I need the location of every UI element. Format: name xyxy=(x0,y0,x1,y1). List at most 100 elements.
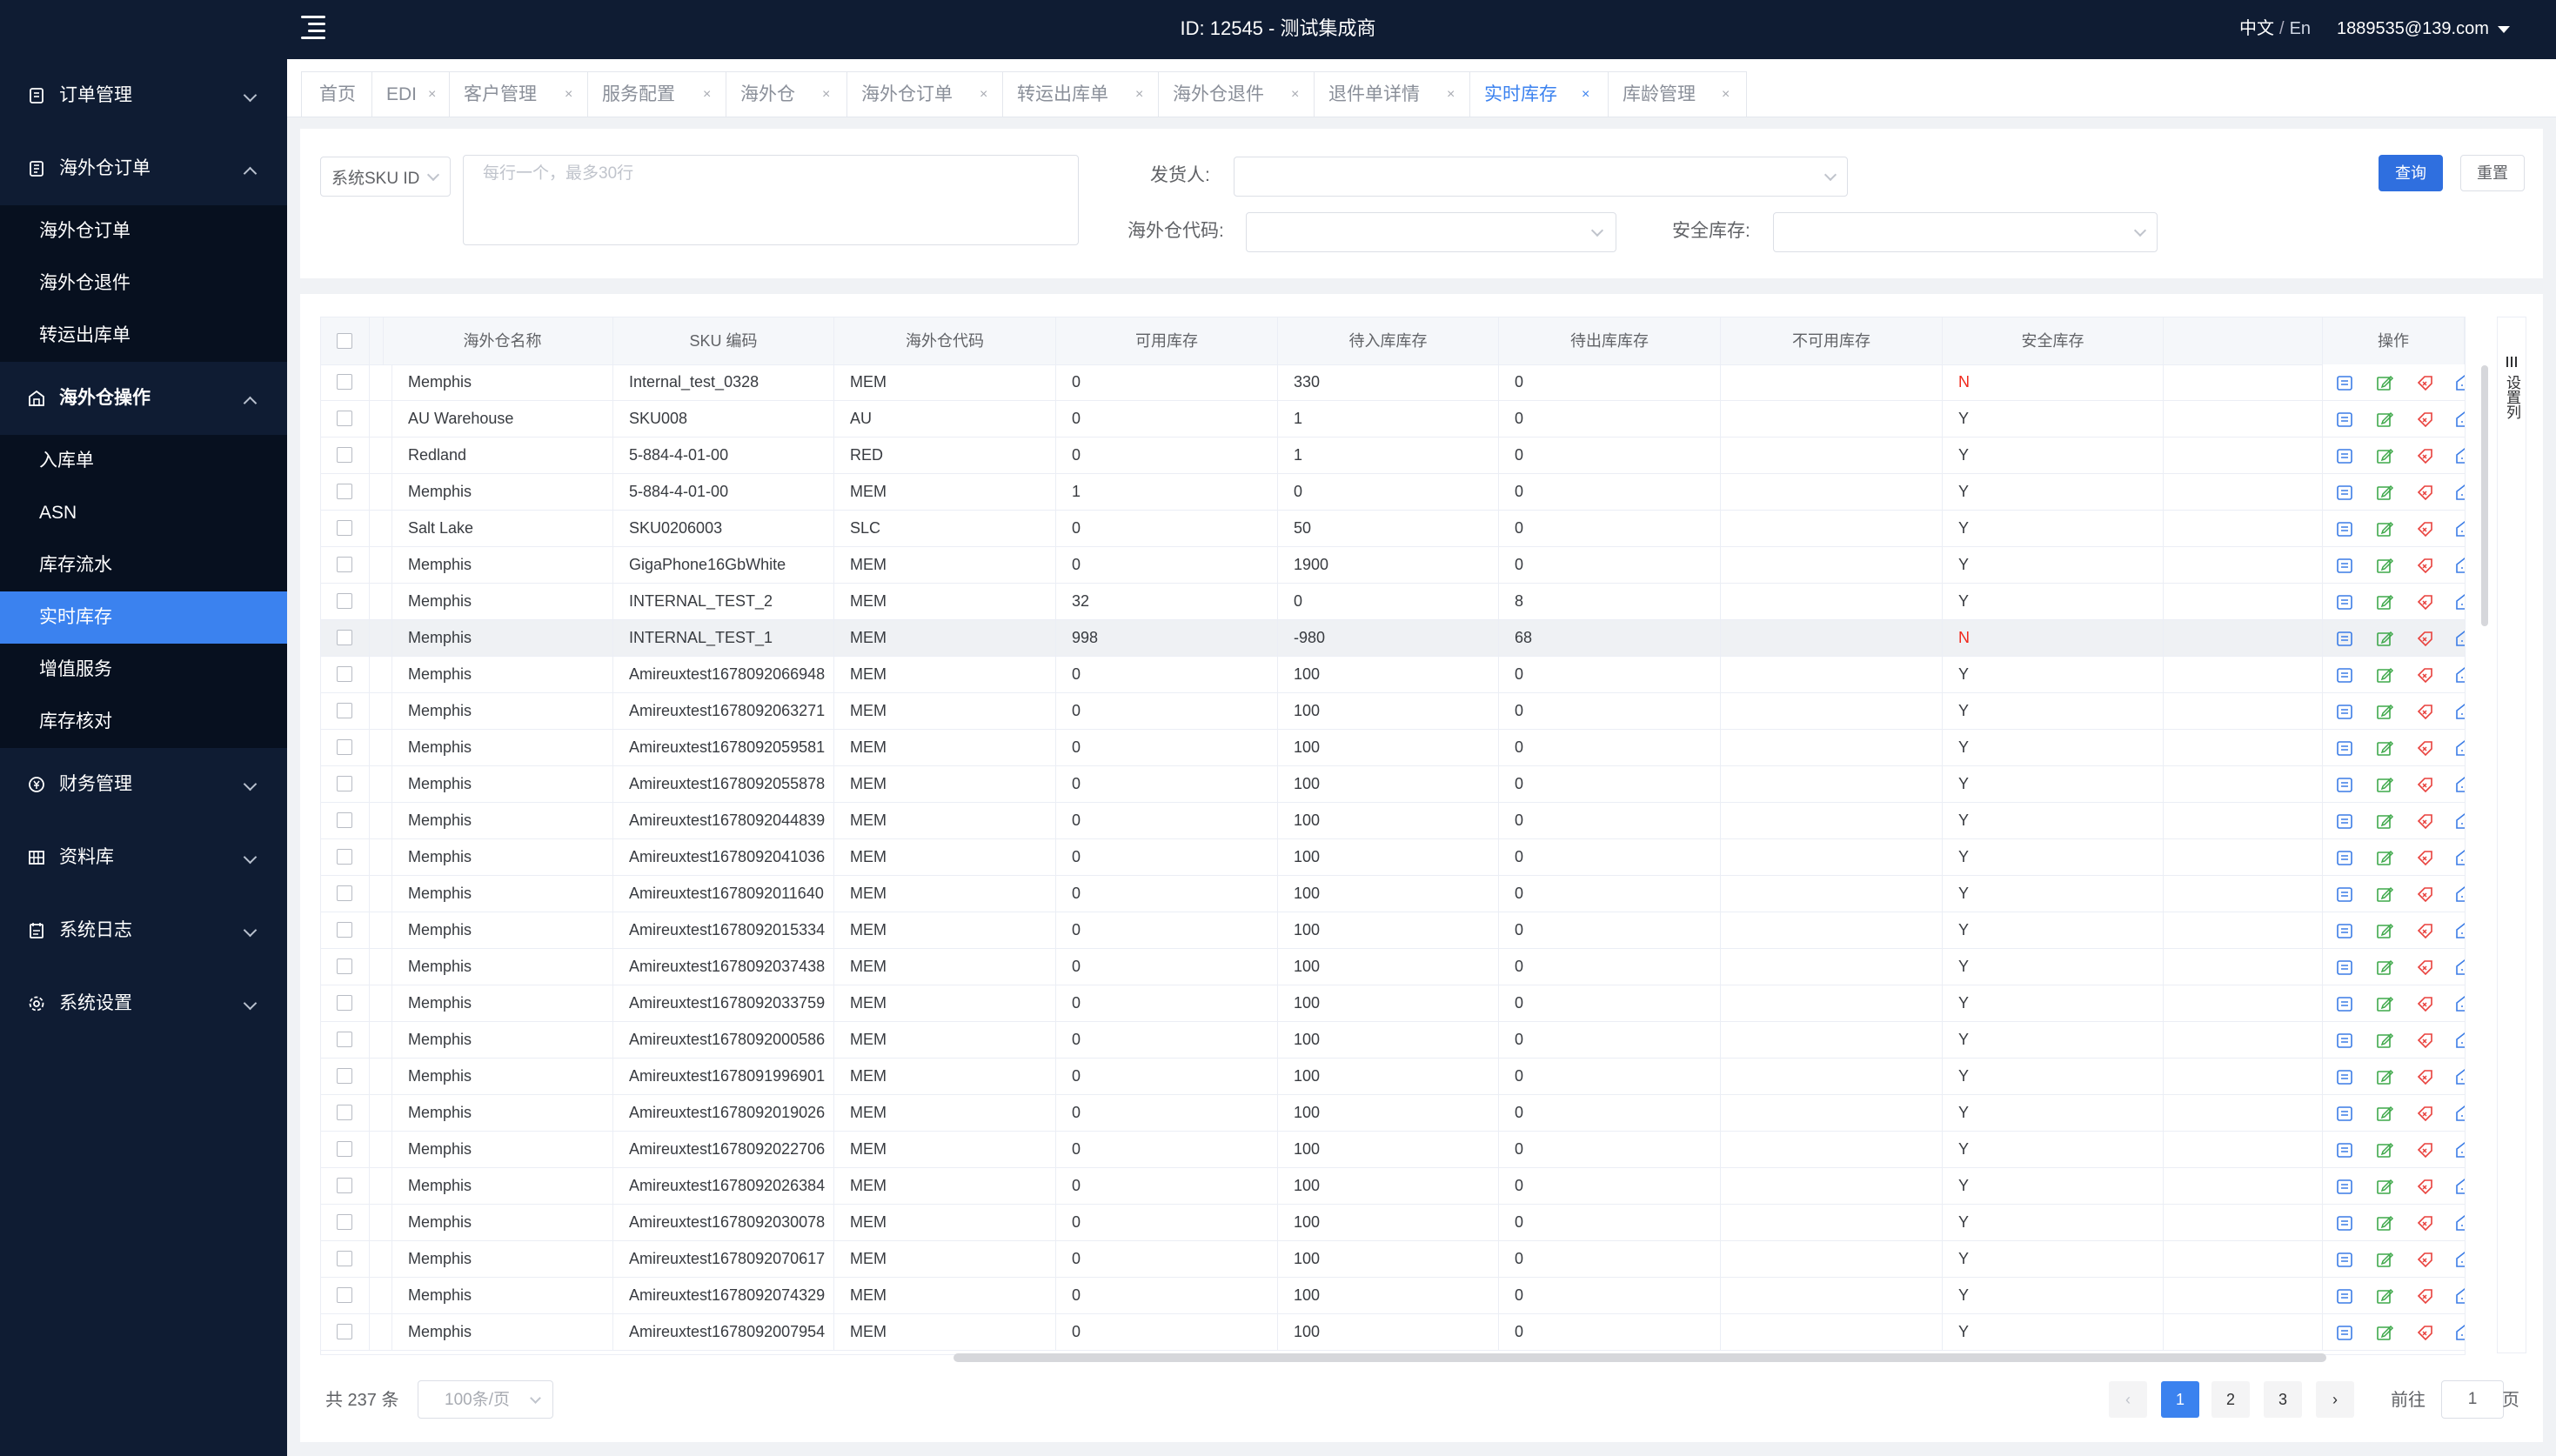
row-checkbox[interactable] xyxy=(337,995,352,1011)
warehouse-icon[interactable] xyxy=(2455,1323,2466,1342)
tab-warehouse-order[interactable]: 海外仓订单 × xyxy=(846,71,1003,117)
detail-icon[interactable] xyxy=(2335,1140,2354,1159)
row-checkbox[interactable] xyxy=(337,374,352,390)
edit-icon[interactable] xyxy=(2375,921,2394,940)
col-unavailable[interactable]: 不可用库存 xyxy=(1721,317,1943,364)
tag-icon[interactable] xyxy=(2415,483,2434,502)
row-checkbox[interactable] xyxy=(337,593,352,609)
detail-icon[interactable] xyxy=(2335,811,2354,831)
detail-icon[interactable] xyxy=(2335,1067,2354,1086)
tag-icon[interactable] xyxy=(2415,1177,2434,1196)
row-checkbox[interactable] xyxy=(337,776,352,791)
row-checkbox[interactable] xyxy=(337,484,352,499)
warehouse-icon[interactable] xyxy=(2455,1177,2466,1196)
tag-icon[interactable] xyxy=(2415,373,2434,392)
shipper-select[interactable] xyxy=(1234,157,1848,197)
jump-page-input[interactable] xyxy=(2441,1380,2504,1419)
sidebar-item-warehouse-return[interactable]: 海外仓退件 xyxy=(0,257,287,310)
warehouse-icon[interactable] xyxy=(2455,373,2466,392)
close-icon[interactable]: × xyxy=(703,87,712,102)
edit-icon[interactable] xyxy=(2375,1104,2394,1123)
row-checkbox[interactable] xyxy=(337,1287,352,1303)
row-checkbox[interactable] xyxy=(337,666,352,682)
tab-warehouse[interactable]: 海外仓 × xyxy=(726,71,847,117)
sidebar-item-warehouse-order[interactable]: 海外仓订单 xyxy=(0,205,287,257)
row-checkbox[interactable] xyxy=(337,1214,352,1230)
warehouse-icon[interactable] xyxy=(2455,1213,2466,1232)
edit-icon[interactable] xyxy=(2375,373,2394,392)
close-icon[interactable]: × xyxy=(1291,87,1300,102)
warehouse-icon[interactable] xyxy=(2455,410,2466,429)
sidebar-group-library[interactable]: 资料库 xyxy=(0,821,287,894)
edit-icon[interactable] xyxy=(2375,848,2394,867)
row-checkbox[interactable] xyxy=(337,1324,352,1339)
tab-customer[interactable]: 客户管理 × xyxy=(449,71,588,117)
detail-icon[interactable] xyxy=(2335,483,2354,502)
detail-icon[interactable] xyxy=(2335,848,2354,867)
sidebar-item-inbound[interactable]: 入库单 xyxy=(0,435,287,487)
edit-icon[interactable] xyxy=(2375,1031,2394,1050)
warehouse-icon[interactable] xyxy=(2455,848,2466,867)
row-checkbox[interactable] xyxy=(337,812,352,828)
edit-icon[interactable] xyxy=(2375,556,2394,575)
tab-stock-age[interactable]: 库龄管理 × xyxy=(1608,71,1747,117)
warehouse-icon[interactable] xyxy=(2455,738,2466,758)
edit-icon[interactable] xyxy=(2375,958,2394,977)
edit-icon[interactable] xyxy=(2375,885,2394,904)
detail-icon[interactable] xyxy=(2335,1104,2354,1123)
warehouse-icon[interactable] xyxy=(2455,885,2466,904)
col-safety-stock[interactable]: 安全库存 xyxy=(1943,317,2164,364)
tag-icon[interactable] xyxy=(2415,885,2434,904)
row-checkbox[interactable] xyxy=(337,520,352,536)
detail-icon[interactable] xyxy=(2335,1323,2354,1342)
query-button[interactable]: 查询 xyxy=(2379,155,2443,191)
close-icon[interactable]: × xyxy=(1447,87,1455,102)
detail-icon[interactable] xyxy=(2335,738,2354,758)
tag-icon[interactable] xyxy=(2415,921,2434,940)
warehouse-icon[interactable] xyxy=(2455,1140,2466,1159)
detail-icon[interactable] xyxy=(2335,921,2354,940)
lang-zh-link[interactable]: 中文 xyxy=(2239,19,2274,38)
edit-icon[interactable] xyxy=(2375,1140,2394,1159)
close-icon[interactable]: × xyxy=(1135,87,1144,102)
sidebar-item-asn[interactable]: ASN xyxy=(0,487,287,539)
tag-icon[interactable] xyxy=(2415,1286,2434,1306)
tab-return-detail[interactable]: 退件单详情 × xyxy=(1314,71,1470,117)
warehouse-icon[interactable] xyxy=(2455,702,2466,721)
sidebar-item-realtime-stock[interactable]: 实时库存 xyxy=(0,591,287,644)
row-checkbox[interactable] xyxy=(337,1068,352,1084)
row-checkbox[interactable] xyxy=(337,885,352,901)
edit-icon[interactable] xyxy=(2375,665,2394,685)
reset-button[interactable]: 重置 xyxy=(2460,155,2525,191)
tag-icon[interactable] xyxy=(2415,994,2434,1013)
row-checkbox[interactable] xyxy=(337,411,352,426)
sidebar-group-warehouse-order[interactable]: 海外仓订单 xyxy=(0,132,287,205)
tag-icon[interactable] xyxy=(2415,1104,2434,1123)
detail-icon[interactable] xyxy=(2335,373,2354,392)
warehouse-icon[interactable] xyxy=(2455,592,2466,611)
row-checkbox[interactable] xyxy=(337,1032,352,1047)
detail-icon[interactable] xyxy=(2335,1031,2354,1050)
close-icon[interactable]: × xyxy=(1582,87,1590,102)
detail-icon[interactable] xyxy=(2335,958,2354,977)
edit-icon[interactable] xyxy=(2375,994,2394,1013)
warehouse-icon[interactable] xyxy=(2455,446,2466,465)
sidebar-item-stock-check[interactable]: 库存核对 xyxy=(0,696,287,748)
row-checkbox[interactable] xyxy=(337,739,352,755)
vertical-scrollbar[interactable] xyxy=(2481,365,2488,626)
edit-icon[interactable] xyxy=(2375,410,2394,429)
edit-icon[interactable] xyxy=(2375,702,2394,721)
row-checkbox[interactable] xyxy=(337,447,352,463)
close-icon[interactable]: × xyxy=(980,87,988,102)
close-icon[interactable]: × xyxy=(1722,87,1730,102)
warehouse-icon[interactable] xyxy=(2455,1250,2466,1269)
tab-home[interactable]: 首页 xyxy=(301,71,372,117)
edit-icon[interactable] xyxy=(2375,1286,2394,1306)
row-checkbox[interactable] xyxy=(337,849,352,865)
detail-icon[interactable] xyxy=(2335,1286,2354,1306)
sidebar-group-settings[interactable]: 系统设置 xyxy=(0,967,287,1040)
row-checkbox[interactable] xyxy=(337,557,352,572)
user-menu[interactable]: 1889535@139.com xyxy=(2337,17,2510,41)
row-checkbox[interactable] xyxy=(337,958,352,974)
warehouse-icon[interactable] xyxy=(2455,958,2466,977)
